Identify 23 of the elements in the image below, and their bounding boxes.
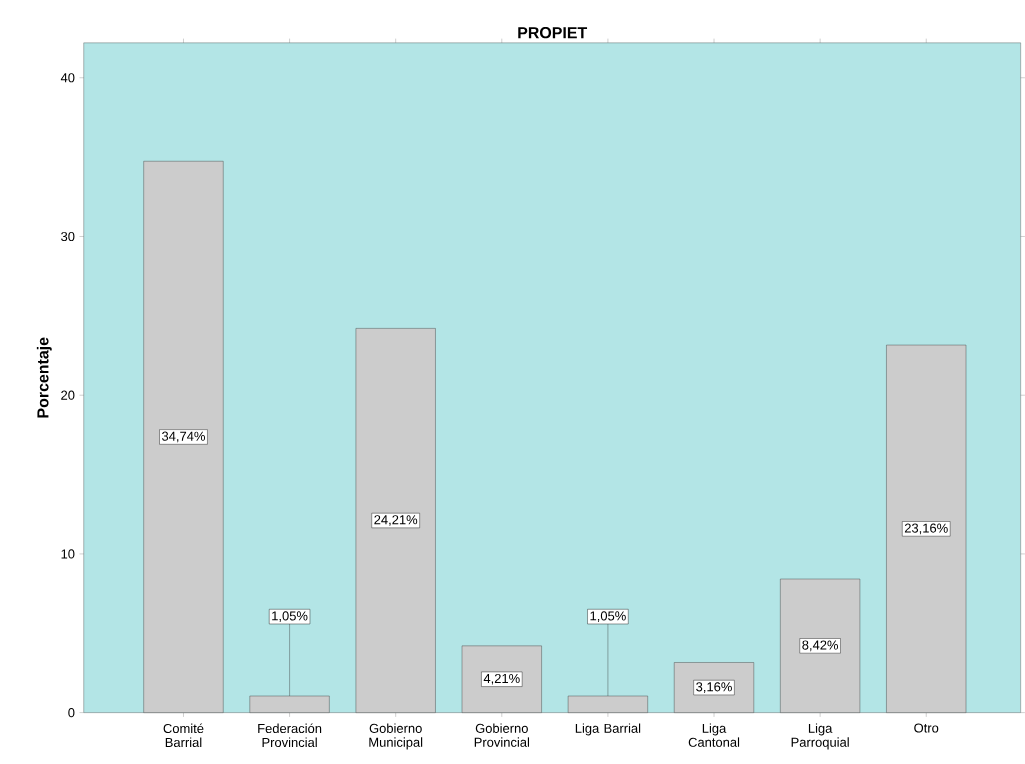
data-label: 34,74% <box>162 431 205 443</box>
x-tick-label: Liga Cantonal <box>688 723 740 747</box>
x-tick-label: Liga Barrial <box>575 723 641 736</box>
chart-title: PROPIET <box>518 26 588 39</box>
x-tick-label: Comité Barrial <box>163 723 204 747</box>
data-label: 23,16% <box>904 523 948 534</box>
data-label: 3,16% <box>696 681 732 693</box>
data-label: 1,05% <box>272 611 308 622</box>
data-label: 1,05% <box>590 611 626 622</box>
x-tick-label: Federación Provincial <box>258 723 322 747</box>
x-tick-label: Gobierno Municipal <box>369 723 423 750</box>
x-tick-label: Gobierno Provincial <box>474 723 529 747</box>
y-axis-title: Porcentaje <box>36 337 52 418</box>
x-tick-label: Otro <box>914 723 939 733</box>
data-label: 24,21% <box>374 514 418 526</box>
y-tick-label: 20 <box>61 390 75 400</box>
x-tick-label: Liga Parroquial <box>791 723 849 750</box>
y-tick-label: 10 <box>61 549 75 559</box>
data-label: 8,42% <box>802 640 839 651</box>
data-label: 4,21% <box>483 673 520 685</box>
y-tick-label: 0 <box>68 707 75 717</box>
y-tick-label: 40 <box>60 72 75 83</box>
y-tick-label: 30 <box>61 231 75 241</box>
